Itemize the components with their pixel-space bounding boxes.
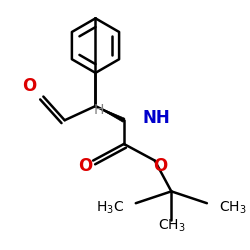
Text: NH: NH (143, 109, 171, 127)
Text: H$_3$C: H$_3$C (96, 200, 124, 216)
Text: CH$_3$: CH$_3$ (158, 218, 185, 234)
Text: O: O (154, 158, 168, 176)
Text: H: H (94, 102, 104, 117)
Text: O: O (22, 77, 36, 95)
Text: O: O (78, 158, 92, 176)
Polygon shape (96, 106, 125, 122)
Text: CH$_3$: CH$_3$ (219, 200, 246, 216)
